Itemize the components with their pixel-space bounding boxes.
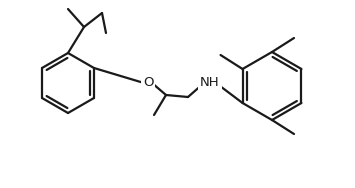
Text: O: O (143, 77, 153, 89)
Text: NH: NH (200, 77, 220, 89)
